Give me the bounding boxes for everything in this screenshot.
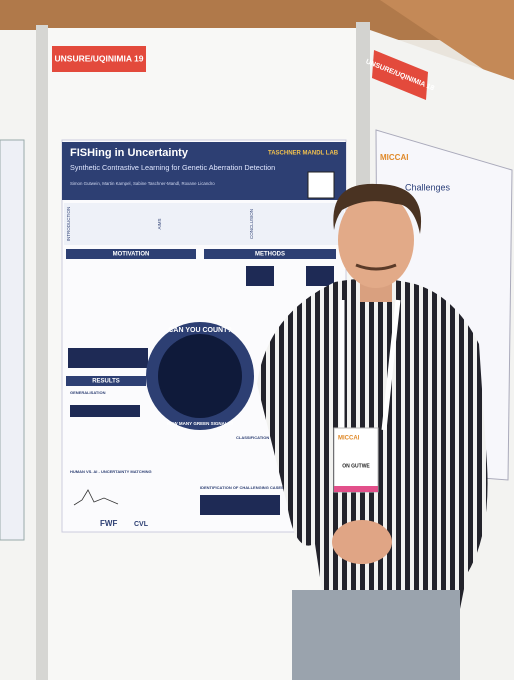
badge-image (158, 334, 242, 418)
sponsor: CVL (134, 521, 149, 528)
badge-event: MICCAI (338, 436, 360, 442)
section-bar (66, 376, 146, 386)
subsection: CLASSIFICATION (236, 435, 269, 440)
badge-text: CAN YOU COUNT? (168, 327, 231, 334)
ceiling-right (380, 0, 514, 90)
pole (36, 25, 48, 680)
left-poster (0, 139, 25, 541)
name-badge (333, 427, 379, 493)
neighbor-brand: MICCAI (380, 153, 408, 162)
sponsor: FWF (100, 519, 117, 528)
side-label: CONCLUSION (249, 209, 254, 239)
face (338, 192, 414, 288)
poster-title: FISHing in Uncertainty (70, 147, 189, 159)
badge-text: HOW MANY GREEN SIGNALS? (167, 421, 234, 426)
sign (372, 50, 428, 100)
hair (333, 183, 422, 234)
mustache (355, 263, 397, 271)
image-strip (68, 348, 148, 368)
trousers (292, 590, 460, 680)
sign (52, 46, 146, 72)
poster-header (62, 142, 346, 200)
image-strip (70, 405, 140, 417)
image (246, 266, 274, 286)
image-strip (200, 495, 280, 515)
intro-row (64, 203, 344, 245)
subsection: HUMAN VS. AI - UNCERTAINTY MATCHING (70, 469, 152, 474)
lanyard (339, 299, 401, 431)
poster-subtitle: Synthetic Contrastive Learning for Genet… (70, 163, 275, 172)
neighbor-heading: Challenges (405, 182, 451, 192)
qr-code (307, 171, 335, 199)
section-title: MOTIVATION (113, 252, 150, 258)
section-title: RESULTS (92, 379, 120, 385)
badge-name: ON GUTWE (342, 463, 370, 469)
subsection: GENERALISATION (70, 390, 106, 395)
side-label: AIMS (157, 218, 162, 229)
section-title: METHODS (255, 252, 285, 258)
poster-authors: Simon Gutwein, Martin Kampel, Sabine Tas… (70, 181, 215, 186)
hands (332, 520, 392, 564)
poster-logo: TASCHNER MANDL LAB (268, 151, 339, 157)
side-label: INTRODUCTION (66, 207, 71, 242)
plot-line (73, 489, 119, 506)
badge-stripe (334, 486, 378, 492)
section-bar (66, 249, 196, 259)
subsection: IDENTIFICATION OF CHALLENGING CASES (200, 485, 284, 490)
image (306, 266, 334, 286)
section-bar (204, 249, 336, 259)
sign-text: UNSURE/UQINIMIA 19 (55, 53, 144, 63)
